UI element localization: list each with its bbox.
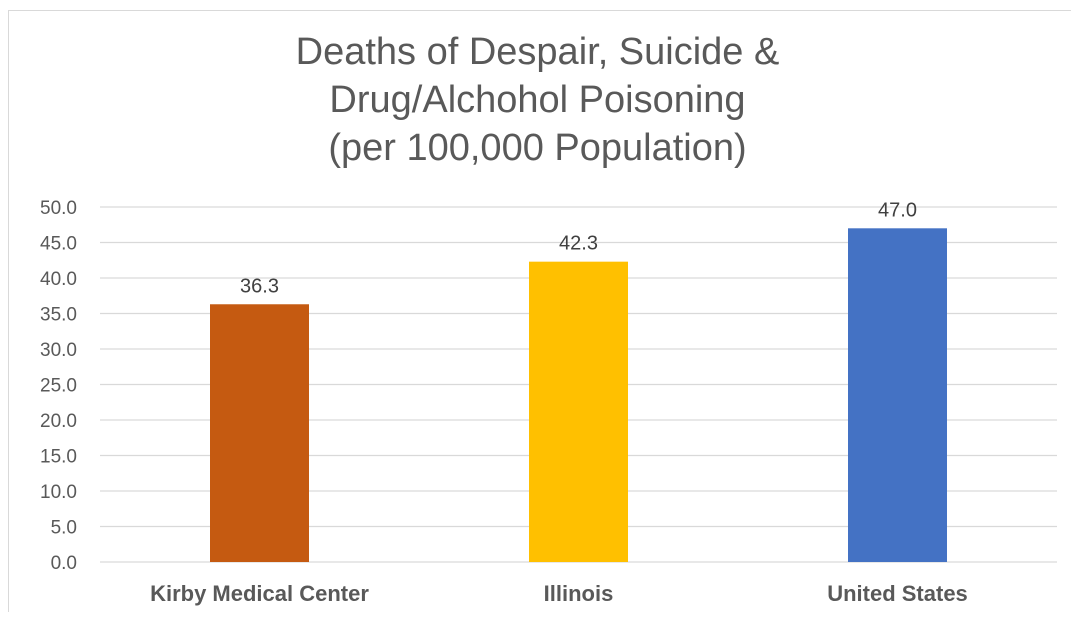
bar-united-states — [848, 228, 947, 563]
data-label: 36.3 — [240, 275, 279, 297]
chart-title-line-2: Drug/Alchohol Poisoning — [329, 79, 746, 121]
y-axis-tick-labels: 0.0 5.0 10.0 15.0 20.0 25.0 30.0 35.0 40.0 45.0 50… — [40, 198, 77, 574]
bar-kirby-medical-center — [210, 304, 309, 562]
x-category-label: United States — [827, 581, 968, 606]
data-label: 47.0 — [878, 199, 917, 221]
chart-title-line-3: (per 100,000 Population) — [328, 127, 747, 169]
y-tick-label: 10.0 — [40, 482, 77, 503]
bars — [210, 228, 947, 563]
y-tick-label: 30.0 — [40, 340, 77, 361]
y-tick-label: 45.0 — [40, 234, 77, 255]
x-category-label: Illinois — [544, 581, 614, 606]
y-tick-label: 0.0 — [51, 553, 77, 574]
x-axis-category-labels: Kirby Medical Center Illinois United State… — [150, 581, 968, 606]
y-tick-label: 15.0 — [40, 447, 77, 468]
y-tick-label: 5.0 — [51, 518, 77, 539]
chart-title-line-1: Deaths of Despair, Suicide & — [295, 31, 780, 73]
x-category-label: Kirby Medical Center — [150, 581, 369, 606]
y-tick-label: 50.0 — [40, 198, 77, 219]
y-tick-label: 40.0 — [40, 269, 77, 290]
data-labels: 36.3 42.3 47.0 — [240, 199, 917, 297]
chart-title: Deaths of Despair, Suicide & Drug/Alchoh… — [0, 28, 1075, 172]
bar-illinois — [529, 261, 628, 562]
y-tick-label: 20.0 — [40, 411, 77, 432]
y-tick-label: 35.0 — [40, 305, 77, 326]
data-label: 42.3 — [559, 233, 598, 255]
y-tick-label: 25.0 — [40, 376, 77, 397]
